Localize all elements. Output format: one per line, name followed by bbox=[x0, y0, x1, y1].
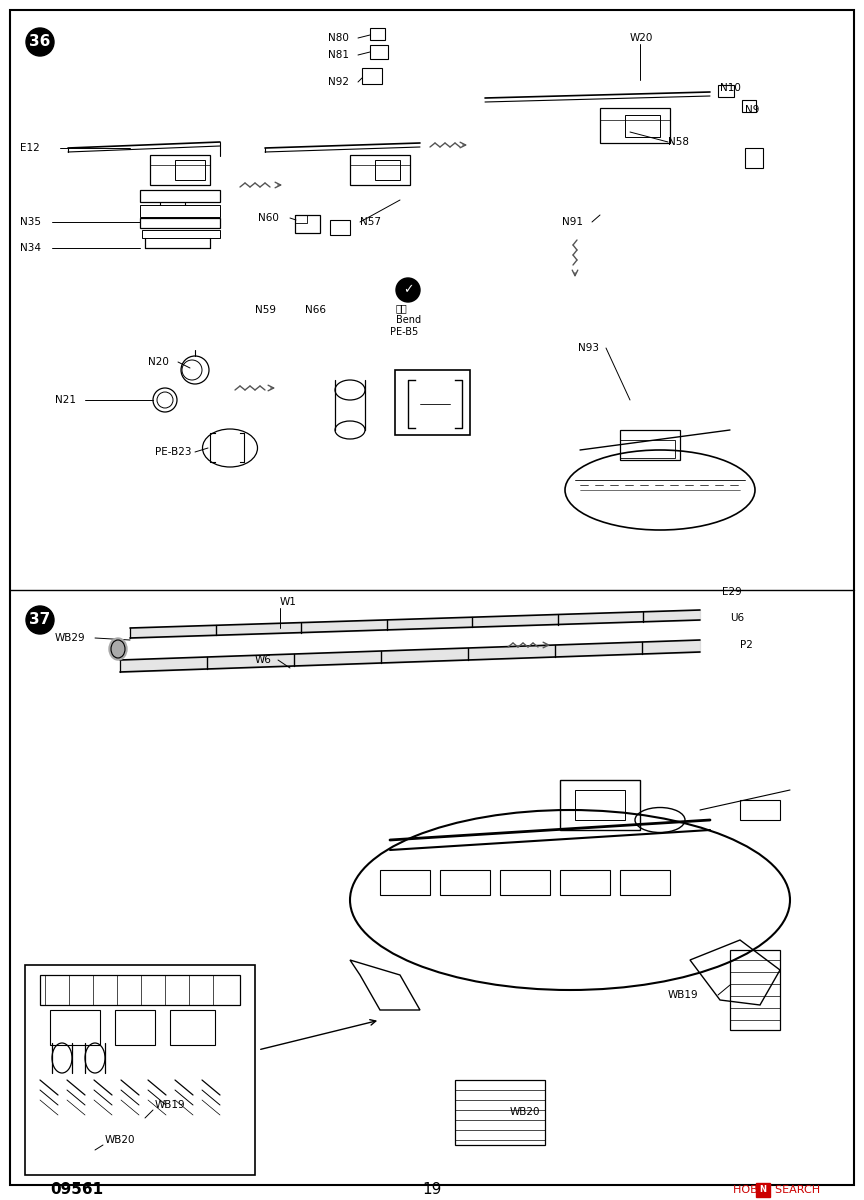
Bar bbox=[560, 870, 610, 895]
Text: N59: N59 bbox=[255, 305, 276, 314]
Bar bbox=[140, 205, 220, 217]
Bar bbox=[295, 215, 307, 223]
Bar bbox=[730, 950, 780, 1030]
Bar bbox=[330, 220, 350, 235]
Bar bbox=[395, 370, 470, 434]
Ellipse shape bbox=[109, 638, 127, 660]
Text: ✓: ✓ bbox=[403, 283, 413, 296]
Text: PE-B23: PE-B23 bbox=[155, 446, 192, 457]
Circle shape bbox=[26, 28, 54, 56]
Text: P2: P2 bbox=[740, 640, 753, 650]
Text: U6: U6 bbox=[730, 613, 744, 623]
Text: 09561: 09561 bbox=[50, 1182, 103, 1198]
Text: N20: N20 bbox=[148, 358, 168, 367]
Text: N80: N80 bbox=[328, 32, 349, 43]
Bar bbox=[142, 230, 220, 238]
Text: N21: N21 bbox=[55, 395, 76, 404]
Text: PE-B5: PE-B5 bbox=[390, 326, 418, 337]
Bar bbox=[600, 108, 670, 143]
Text: 弯曲: 弯曲 bbox=[396, 302, 408, 313]
Bar bbox=[440, 870, 490, 895]
Text: WB20: WB20 bbox=[510, 1106, 541, 1117]
Bar bbox=[756, 1183, 770, 1198]
Bar bbox=[25, 965, 255, 1175]
Text: N9: N9 bbox=[745, 104, 759, 115]
Bar bbox=[115, 1010, 155, 1045]
Bar bbox=[175, 160, 205, 180]
Bar bbox=[140, 190, 220, 202]
Bar bbox=[350, 155, 410, 185]
Text: N92: N92 bbox=[328, 77, 349, 86]
Bar bbox=[742, 100, 756, 112]
Text: E12: E12 bbox=[20, 143, 40, 152]
Bar bbox=[380, 870, 430, 895]
Bar bbox=[620, 440, 675, 458]
Text: 36: 36 bbox=[29, 35, 51, 49]
Bar bbox=[620, 430, 680, 460]
Bar bbox=[500, 870, 550, 895]
Text: N10: N10 bbox=[720, 83, 740, 92]
Bar bbox=[740, 800, 780, 820]
Bar bbox=[375, 160, 400, 180]
Bar bbox=[40, 974, 240, 1006]
Text: N66: N66 bbox=[305, 305, 326, 314]
Bar bbox=[140, 218, 220, 228]
Text: N35: N35 bbox=[20, 217, 41, 227]
Text: W6: W6 bbox=[255, 655, 272, 665]
Text: WB19: WB19 bbox=[668, 990, 699, 1000]
Bar bbox=[455, 1080, 545, 1145]
Circle shape bbox=[26, 606, 54, 634]
Bar bbox=[620, 870, 670, 895]
Text: N81: N81 bbox=[328, 50, 349, 60]
Text: Bend: Bend bbox=[396, 314, 421, 325]
Text: WB20: WB20 bbox=[105, 1135, 136, 1145]
Text: W1: W1 bbox=[280, 596, 297, 607]
Circle shape bbox=[396, 278, 420, 302]
Bar bbox=[575, 790, 625, 820]
Text: WB29: WB29 bbox=[55, 634, 86, 643]
Text: HOBBY SEARCH: HOBBY SEARCH bbox=[733, 1186, 820, 1195]
Bar bbox=[295, 215, 320, 233]
Text: N91: N91 bbox=[562, 217, 583, 227]
Text: N: N bbox=[759, 1186, 766, 1194]
Text: WB19: WB19 bbox=[155, 1100, 186, 1110]
Bar bbox=[370, 44, 388, 59]
Text: N60: N60 bbox=[258, 214, 279, 223]
Bar bbox=[560, 780, 640, 830]
Text: E29: E29 bbox=[722, 587, 742, 596]
Bar bbox=[745, 148, 763, 168]
Text: N34: N34 bbox=[20, 242, 41, 253]
Bar bbox=[170, 1010, 215, 1045]
Text: N58: N58 bbox=[668, 137, 689, 146]
Text: W20: W20 bbox=[630, 32, 653, 43]
Bar bbox=[362, 68, 382, 84]
Bar bbox=[150, 155, 210, 185]
Bar bbox=[50, 1010, 100, 1045]
Bar bbox=[718, 85, 734, 97]
Bar bbox=[625, 115, 660, 137]
Text: 19: 19 bbox=[422, 1182, 442, 1198]
Bar bbox=[370, 28, 385, 40]
Text: 37: 37 bbox=[29, 612, 51, 628]
Text: N57: N57 bbox=[360, 217, 381, 227]
Text: N93: N93 bbox=[578, 343, 599, 353]
